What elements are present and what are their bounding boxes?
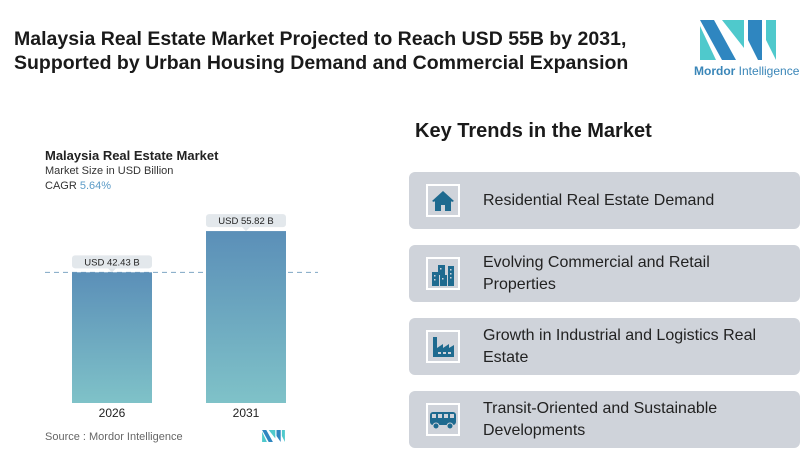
- trend-label: Evolving Commercial and Retail Propertie…: [483, 253, 710, 293]
- logo-word-1: Mordor: [694, 64, 736, 78]
- x-tick-label: 2026: [99, 406, 126, 420]
- trend-card-residential: Residential Real Estate Demand: [409, 172, 800, 229]
- data-label-pill: [72, 255, 152, 269]
- data-label: USD 42.43 B: [84, 257, 139, 268]
- trend-label: Transit-Oriented and Sustainable Develop…: [483, 399, 718, 439]
- trend-label: Growth in Industrial and Logistics Real …: [483, 326, 757, 366]
- trend-label: Residential Real Estate Demand: [483, 191, 715, 209]
- factory-icon: [426, 330, 460, 363]
- data-label-pointer: [242, 227, 250, 232]
- mordor-mini-logo-icon: [262, 430, 285, 442]
- house-icon: [426, 184, 460, 217]
- chart-cagr: CAGR 5.64%: [45, 180, 111, 192]
- bar-chart: USD 42.43 B 2026 USD 55.82 B 2031: [45, 214, 318, 420]
- key-trends-title: Key Trends in the Market: [415, 120, 652, 142]
- cagr-label: CAGR: [45, 180, 77, 192]
- logo-text: Mordor Intelligence: [694, 64, 799, 78]
- mordor-logo-icon: [700, 20, 776, 60]
- data-label: USD 55.82 B: [218, 216, 273, 227]
- cagr-value: 5.64%: [79, 180, 112, 192]
- chart-subtitle: Market Size in USD Billion: [45, 165, 174, 177]
- x-tick-label: 2031: [233, 406, 260, 420]
- data-label-pointer: [108, 268, 116, 273]
- buildings-icon: [426, 257, 460, 290]
- bar-2026: [72, 272, 152, 403]
- trend-card-industrial: Growth in Industrial and Logistics Real …: [409, 318, 800, 375]
- data-label-pill: [206, 214, 286, 228]
- trend-card-commercial: Evolving Commercial and Retail Propertie…: [409, 245, 800, 302]
- logo-word-2: Intelligence: [738, 64, 800, 78]
- title-line-1: Malaysia Real Estate Market Projected to…: [14, 28, 627, 50]
- chart-title: Malaysia Real Estate Market: [45, 148, 219, 163]
- chart-source: Source : Mordor Intelligence: [45, 431, 183, 443]
- bar-2031: [206, 231, 286, 403]
- title-line-2: Supported by Urban Housing Demand and Co…: [14, 52, 629, 74]
- bus-icon: [426, 403, 460, 436]
- trend-card-transit: Transit-Oriented and Sustainable Develop…: [409, 391, 800, 448]
- page-title: Malaysia Real Estate Market Projected to…: [14, 27, 628, 75]
